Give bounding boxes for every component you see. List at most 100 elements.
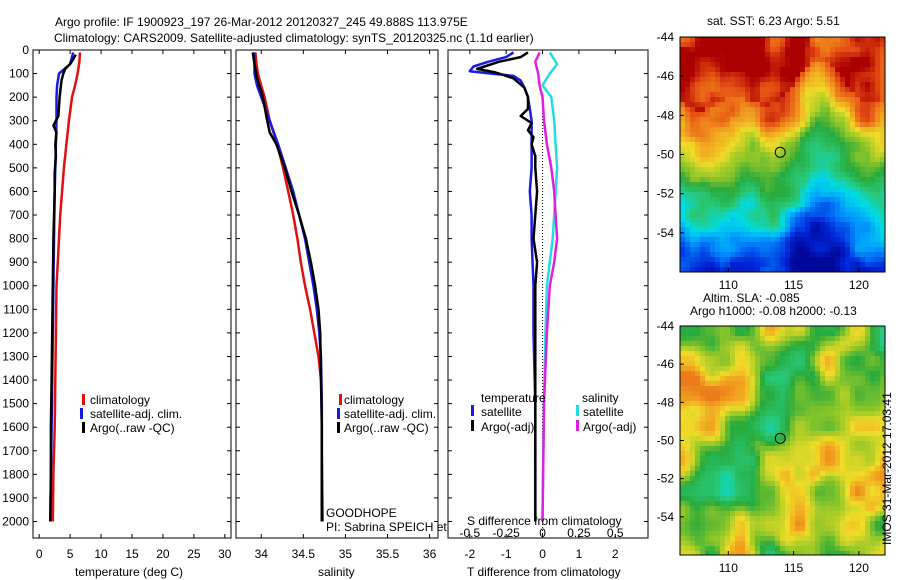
map-cell [820, 102, 826, 108]
map-cell [860, 341, 866, 347]
map-cell [865, 87, 871, 93]
map-cell [725, 501, 731, 507]
map-cell [785, 481, 791, 487]
map-cell [680, 466, 686, 472]
map-cell [690, 531, 696, 537]
map-cell [815, 252, 821, 258]
map-cell [820, 426, 826, 432]
map-cell [880, 336, 885, 342]
map-cell [725, 242, 731, 248]
map-cell [705, 102, 711, 108]
map-cell [860, 536, 866, 542]
figure-title-line2: Climatology: CARS2009. Satellite-adjuste… [54, 31, 534, 45]
map-cell [870, 167, 876, 173]
map-cell [805, 67, 811, 73]
map-cell [715, 107, 721, 113]
map-cell [790, 152, 796, 158]
map-cell [805, 237, 811, 243]
map-cell [845, 127, 851, 133]
map-cell [705, 381, 711, 387]
map-cell [730, 152, 736, 158]
map-cell [770, 162, 776, 168]
map-cell [840, 127, 846, 133]
map-cell [790, 521, 796, 527]
map-cell [775, 142, 781, 148]
map-cell [780, 401, 786, 407]
map-cell [875, 386, 881, 392]
map-cell [770, 77, 776, 83]
map-cell [695, 366, 701, 372]
map-cell [850, 267, 856, 272]
map-cell [685, 137, 691, 143]
map-ytick-label: -48 [657, 395, 675, 409]
map-cell [850, 107, 856, 113]
map-cell [875, 406, 881, 412]
map-cell [820, 496, 826, 502]
map-xtick-label: 120 [849, 278, 869, 292]
map-cell [800, 536, 806, 542]
map-cell [880, 421, 885, 427]
map-cell [745, 386, 751, 392]
depth-tick-label: 1700 [2, 444, 29, 458]
map-cell [735, 202, 741, 208]
map-cell [700, 346, 706, 352]
map-cell [845, 212, 851, 218]
map-cell [765, 436, 771, 442]
map-cell [845, 476, 851, 482]
map-cell [815, 222, 821, 228]
depth-tick-label: 0 [22, 43, 29, 57]
map-cell [870, 147, 876, 153]
map-cell [695, 476, 701, 482]
map-cell [790, 197, 796, 203]
map-cell [730, 187, 736, 193]
map-cell [840, 242, 846, 248]
map-cell [740, 152, 746, 158]
map-cell [820, 152, 826, 158]
map-cell [855, 481, 861, 487]
map-cell [805, 551, 811, 555]
map-cell [855, 162, 861, 168]
map-cell [745, 82, 751, 88]
map-cell [820, 396, 826, 402]
map-cell [850, 481, 856, 487]
map-cell [790, 516, 796, 522]
map-cell [825, 351, 831, 357]
map-cell [785, 386, 791, 392]
map-cell [875, 72, 881, 78]
map-cell [840, 411, 846, 417]
map-cell [685, 57, 691, 63]
map-cell [745, 212, 751, 218]
map-cell [825, 466, 831, 472]
map-cell [835, 476, 841, 482]
map-cell [695, 177, 701, 183]
map-cell [785, 466, 791, 472]
map-cell [725, 546, 731, 552]
map-cell [750, 257, 756, 263]
map-cell [850, 451, 856, 457]
map-cell [760, 167, 766, 173]
map-cell [850, 157, 856, 163]
map-cell [705, 87, 711, 93]
map-cell [830, 371, 836, 377]
map-cell [785, 127, 791, 133]
map-cell [870, 142, 876, 148]
map-cell [810, 267, 816, 272]
map-cell [815, 451, 821, 457]
map-cell [740, 237, 746, 243]
map-cell [730, 501, 736, 507]
map-cell [795, 227, 801, 233]
map-cell [740, 496, 746, 502]
map-cell [760, 262, 766, 268]
map-cell [810, 346, 816, 352]
map-cell [760, 107, 766, 113]
map-cell [815, 516, 821, 522]
map-cell [695, 72, 701, 78]
map-cell [700, 202, 706, 208]
map-cell [865, 252, 871, 258]
map-cell [875, 202, 881, 208]
map-cell [800, 152, 806, 158]
map-cell [845, 57, 851, 63]
map-cell [680, 87, 686, 93]
map-cell [875, 37, 881, 43]
map-cell [795, 426, 801, 432]
